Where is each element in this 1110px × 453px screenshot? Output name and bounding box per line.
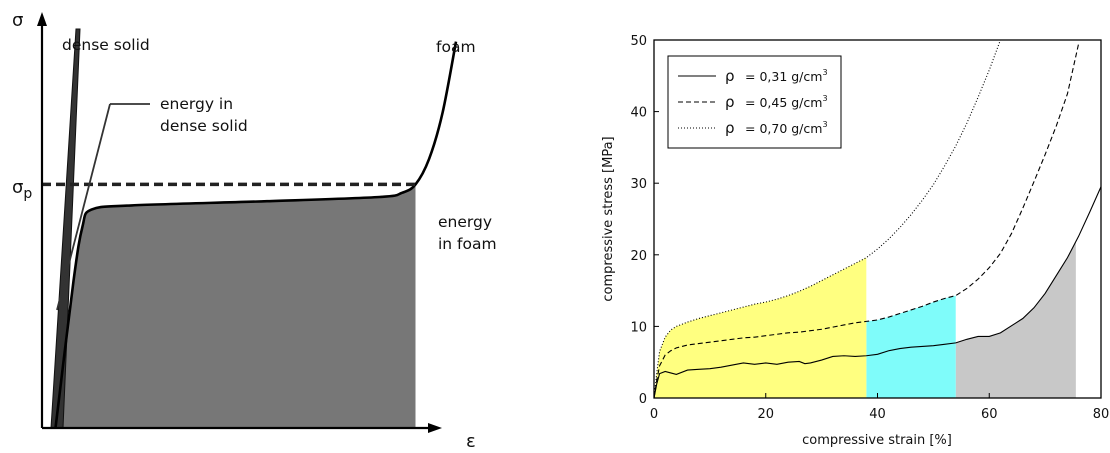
legend-label-3: = 0,70 g/cm3 (745, 120, 828, 136)
energy-fill-region (654, 257, 867, 398)
legend-symbol: ρ (725, 67, 735, 85)
y-tick-label: 50 (630, 34, 647, 49)
x-tick-label: 20 (757, 407, 774, 422)
y-axis-label: σ (12, 10, 23, 31)
x-axis-arrow (428, 423, 442, 433)
y-axis-arrow (37, 12, 47, 26)
plateau-stress-label: σp (12, 177, 32, 202)
stress-strain-chart: 0 20 40 60 80 0 10 20 30 40 50 compressive strain … (601, 34, 1109, 448)
y-tick-label: 30 (630, 177, 647, 192)
y-tick-label: 10 (630, 320, 647, 335)
legend-symbol: ρ (725, 119, 735, 137)
legend-label-2: = 0,45 g/cm3 (745, 94, 828, 110)
legend: ρ = 0,31 g/cm3 ρ = 0,45 g/cm3 ρ = 0,70 g/cm3 (667, 55, 842, 149)
series-line-2 (654, 43, 1080, 398)
energy-foam-label-line2: in foam (438, 235, 497, 253)
energy-dense-solid-label-line1: energy in (160, 95, 233, 113)
series-line-1 (654, 186, 1101, 398)
x-axis-label: ε (466, 431, 476, 452)
series-line-3 (654, 40, 1001, 398)
dense-solid-label: dense solid (62, 36, 150, 54)
y-tick-label: 20 (630, 249, 647, 264)
x-tick-label: 60 (981, 407, 998, 422)
energy-dense-solid-label-line2: dense solid (160, 117, 248, 135)
y-axis-label: compressive stress [MPa] (601, 136, 616, 301)
legend-symbol: ρ (725, 93, 735, 111)
energy-foam-label-line1: energy (438, 213, 492, 231)
x-tick-label: 40 (869, 407, 886, 422)
x-tick-label: 0 (650, 407, 658, 422)
y-tick-label: 40 (630, 106, 647, 121)
x-axis-label: compressive strain [%] (802, 433, 952, 448)
energy-in-foam-area (55, 184, 416, 428)
foam-curve (54, 41, 458, 429)
y-tick-label: 0 (639, 392, 647, 407)
energy-fill-region (955, 241, 1076, 398)
energy-dense-solid-leader (56, 103, 111, 311)
schematic-chart: σ ε σp dense solid energy in dense solid… (12, 10, 497, 452)
legend-label-1: = 0,31 g/cm3 (745, 68, 828, 84)
foam-label: foam (436, 38, 476, 56)
x-tick-label: 80 (1093, 407, 1110, 422)
